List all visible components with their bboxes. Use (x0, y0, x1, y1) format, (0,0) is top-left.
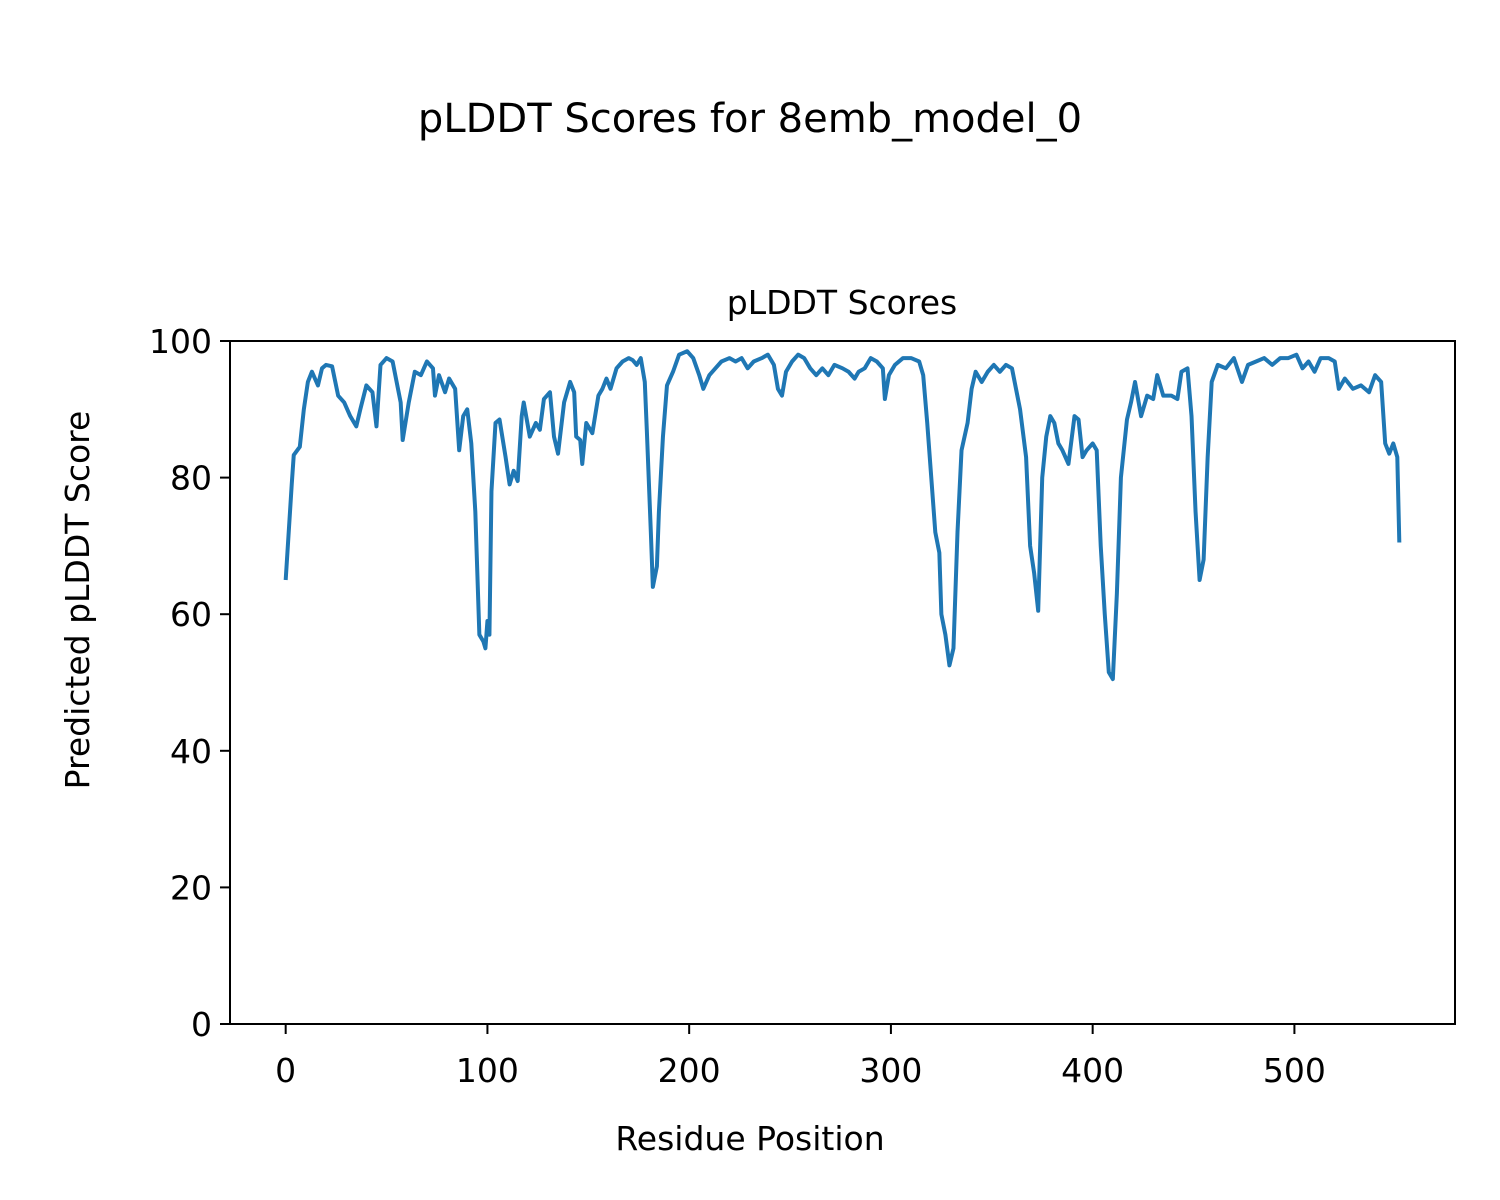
y-tick-label: 40 (170, 732, 212, 771)
data-line (283, 349, 1402, 682)
x-tick-label: 400 (1061, 1051, 1124, 1090)
y-axis-label: Predicted pLDDT Score (58, 411, 97, 790)
y-tick-label: 20 (170, 868, 212, 907)
y-tick-label: 0 (191, 1005, 212, 1044)
y-tick-label: 60 (170, 595, 212, 634)
x-tick-label: 200 (658, 1051, 721, 1090)
x-tick-label: 500 (1263, 1051, 1326, 1090)
y-tick-label: 100 (149, 322, 212, 361)
x-tick-label: 0 (275, 1051, 296, 1090)
axes-title: pLDDT Scores (727, 283, 957, 322)
figure-title: pLDDT Scores for 8emb_model_0 (418, 96, 1082, 142)
y-tick-label: 80 (170, 459, 212, 498)
plot-frame (229, 340, 1456, 1025)
x-tick-label: 300 (859, 1051, 922, 1090)
x-tick-label: 100 (456, 1051, 519, 1090)
x-axis-label: Residue Position (615, 1119, 884, 1158)
